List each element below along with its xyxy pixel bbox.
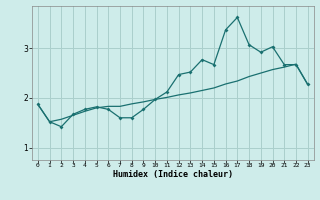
X-axis label: Humidex (Indice chaleur): Humidex (Indice chaleur) [113,170,233,179]
